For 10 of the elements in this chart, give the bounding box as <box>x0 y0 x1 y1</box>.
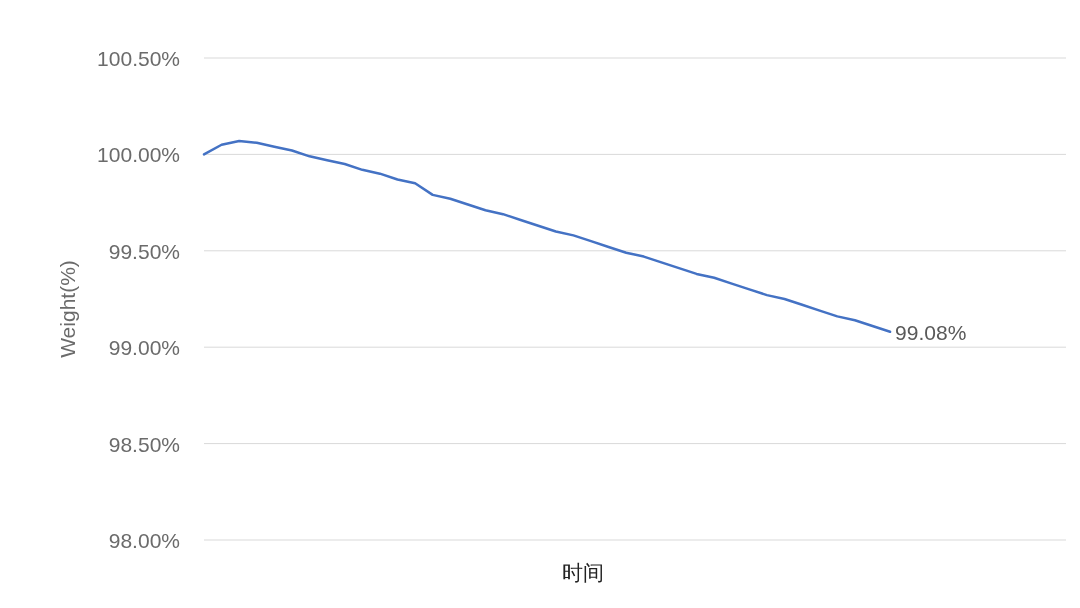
y-tick-label: 99.50% <box>108 239 180 263</box>
line-series <box>202 139 892 334</box>
x-axis-title: 时间 <box>562 561 604 584</box>
y-axis-title: Weight(%) <box>56 260 79 358</box>
y-tick-label: 98.00% <box>108 529 180 552</box>
data-label: 99.08% <box>895 320 967 344</box>
y-tick-label: 100.00% <box>97 143 180 167</box>
y-tick-label: 100.50% <box>97 47 180 70</box>
y-tick-label: 99.00% <box>108 336 180 360</box>
y-tick-label: 98.50% <box>108 432 180 456</box>
